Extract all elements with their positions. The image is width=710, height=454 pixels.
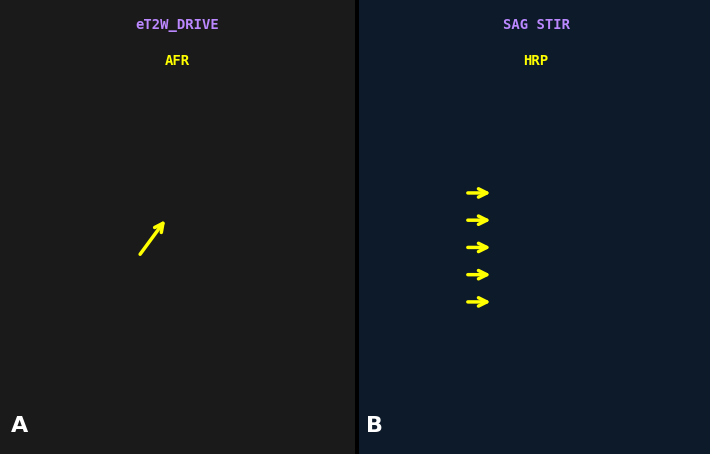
Text: B: B: [366, 416, 383, 436]
Bar: [359, 0, 710, 454]
Text: AFR: AFR: [165, 54, 190, 69]
Bar: [0, 0, 355, 454]
Text: eT2W_DRIVE: eT2W_DRIVE: [136, 18, 219, 32]
Text: SAG STIR: SAG STIR: [503, 18, 569, 32]
Text: HRP: HRP: [523, 54, 549, 69]
Text: A: A: [11, 416, 28, 436]
